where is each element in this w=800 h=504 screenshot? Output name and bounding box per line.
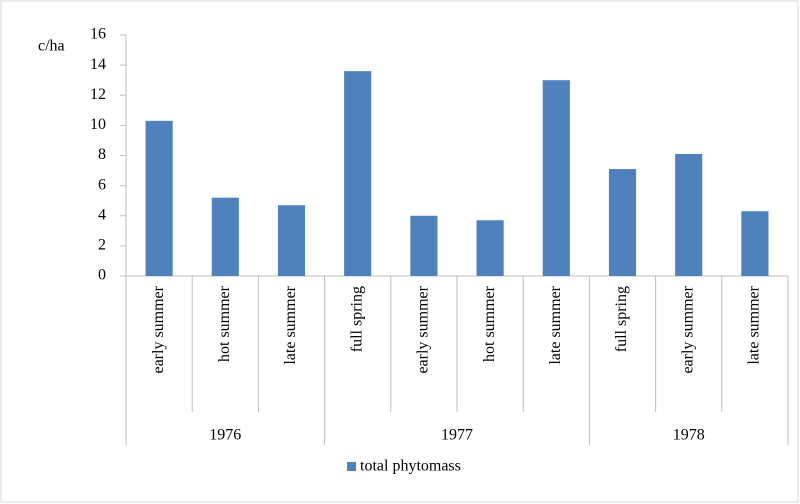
y-tick-label: 8: [98, 146, 106, 163]
x-tick-label: early summer: [150, 285, 167, 373]
bar: [277, 205, 306, 276]
x-tick-label: late summer: [282, 285, 299, 364]
x-tick-label: late summer: [746, 285, 763, 364]
bar: [542, 80, 570, 276]
x-tick-label: early summer: [415, 285, 432, 373]
y-tick-label: 0: [98, 267, 106, 284]
x-tick-label: hot summer: [481, 285, 498, 362]
x-tick-label: hot summer: [216, 285, 233, 362]
x-tick-label: early summer: [679, 285, 696, 373]
y-axis-label: c/ha: [38, 38, 65, 55]
group-label: 1978: [673, 427, 705, 444]
bar: [344, 71, 372, 277]
y-tick-label: 16: [90, 26, 106, 43]
group-label: 1976: [209, 427, 241, 444]
legend-swatch: [347, 462, 356, 471]
x-tick-label: late summer: [547, 285, 564, 364]
y-tick-label: 4: [98, 206, 106, 223]
bar: [211, 197, 239, 276]
y-tick-label: 12: [90, 86, 106, 103]
legend-label: total phytomass: [360, 458, 461, 475]
x-tick-label: full spring: [348, 286, 365, 352]
y-tick-label: 10: [90, 116, 106, 133]
bar: [145, 120, 173, 276]
x-tick-label: full spring: [613, 286, 630, 352]
y-tick-label: 14: [90, 56, 106, 73]
bar: [675, 153, 703, 276]
bar: [410, 215, 438, 276]
y-tick-label: 2: [98, 237, 106, 254]
bar: [608, 169, 637, 276]
y-tick-label: 6: [98, 176, 106, 193]
bar: [476, 220, 504, 276]
group-label: 1977: [441, 427, 473, 444]
bar: [741, 211, 769, 276]
